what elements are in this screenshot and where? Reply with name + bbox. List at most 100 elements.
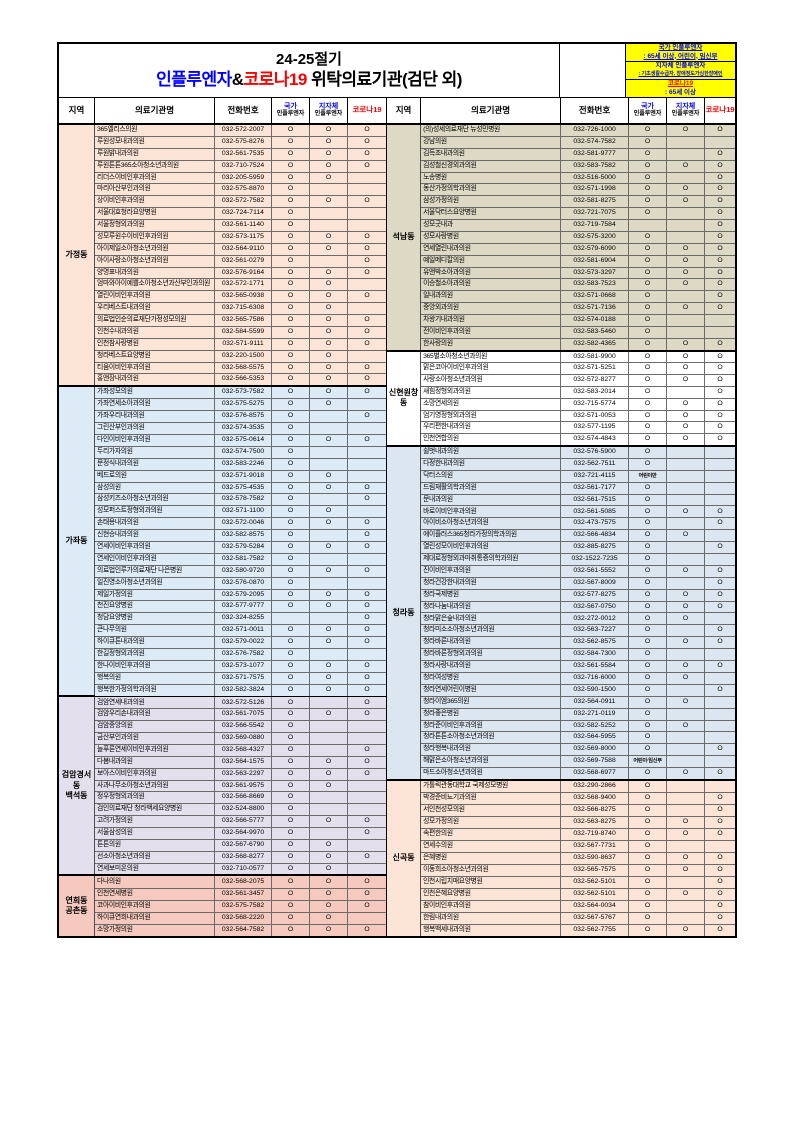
institution-name-cell: 소망연세의원 (421, 398, 562, 410)
local-flu-cell: O (310, 565, 348, 577)
national-flu-cell: O (629, 661, 668, 672)
local-flu-cell: O (310, 148, 348, 160)
phone-number-cell: 032-577-1195 (561, 422, 630, 434)
local-flu-cell: O (310, 816, 348, 827)
national-flu-cell: O (629, 924, 668, 936)
national-flu-cell: O (272, 565, 310, 577)
institution-name-cell: 드림재활의학과의원 (421, 482, 562, 494)
phone-number-cell: 032-561-7075 (215, 709, 272, 721)
covid19-cell: O (717, 209, 723, 217)
phone-number-cell: 032-582-5252 (561, 720, 630, 732)
national-flu-cell: O (272, 458, 310, 470)
national-flu-cell (272, 613, 310, 625)
institution-name-cell: 청담요양병원 (95, 613, 215, 625)
local-flu-cell: O (310, 601, 348, 613)
national-flu-cell: O (629, 196, 668, 208)
column-header-local-flu: 지자체 인플루엔자 (667, 98, 706, 123)
table-row: 이승철소아과의원 032-583-7523 O O O (421, 279, 735, 292)
phone-number-cell: 032-573-1175 (215, 231, 272, 243)
local-flu-cell: O (667, 637, 706, 649)
table-row: 큰나무의원 032-571-0011 O O O (95, 625, 387, 638)
covid19-cell (348, 208, 386, 219)
local-flu-cell: O (667, 720, 706, 732)
national-flu-cell: O (629, 506, 668, 518)
institution-name-cell: 노송병원 (421, 172, 562, 184)
table-row: 성모퍼스트정형외과의원 032-571-1100 O O (95, 506, 387, 519)
institution-name-cell: 서울닥터스요양병원 (421, 208, 562, 219)
institution-name-cell: 마드소아청소년과의원 (421, 768, 562, 779)
table-row: 가좌성모의원 032-573-7582 O O O (95, 387, 387, 400)
national-flu-cell: O (629, 279, 668, 291)
local-flu-cell: O (310, 315, 348, 326)
region-label: 석남동 (387, 125, 422, 350)
covid19-cell: O (717, 376, 723, 384)
table-row: 365엘리스의원 032-572-2007 O O O (95, 125, 387, 137)
table-row: 티움이비인후과의원 032-568-5575 O O O (95, 362, 387, 375)
title-band: 24-25절기 인플루엔자&코로나19 위탁의료기관(검단 외) 국가 인플루엔… (57, 42, 737, 98)
table-row: (의)성세의료재단 뉴성민병원 032-726-1000 O O O (421, 125, 735, 137)
table-row: 예일메디칼의원 032-581-6904 O O O (421, 255, 735, 268)
institution-name-cell: 마리아산부인과의원 (95, 184, 215, 196)
local-flu-cell: O (667, 410, 706, 422)
phone-number-cell: 032-573-1077 (215, 660, 272, 672)
local-flu-cell (667, 387, 706, 398)
institution-name-cell: 은혜병원 (421, 852, 562, 864)
phone-number-cell: 032-566-8669 (215, 792, 272, 804)
covid19-cell (705, 483, 735, 494)
phone-number-cell: 032-567-6790 (215, 839, 272, 851)
phone-number-cell: 032-290-2866 (561, 780, 630, 792)
phone-number-cell: 032-567-5767 (561, 912, 630, 924)
local-flu-cell: O (310, 326, 348, 338)
phone-number-cell: 032-572-0046 (215, 518, 272, 530)
legend-line: : 65세 이상, 어린이, 임신부 (626, 53, 735, 62)
national-flu-cell: O (629, 530, 668, 542)
covid19-cell: O (364, 137, 370, 145)
table-row: 아이제일소아청소년과의원 032-564-9110 O O O (95, 243, 387, 256)
institution-name-cell: 삼성키즈소아청소년과의원 (95, 494, 215, 506)
local-flu-cell (310, 733, 348, 744)
institution-name-cell: 하이큐연희내과의원 (95, 912, 215, 924)
table-row: 김득조내과의원 032-581-9777 O O (421, 148, 735, 161)
national-flu-cell: O (272, 756, 310, 768)
local-flu-cell: O (667, 375, 706, 386)
table-row: 하이큐연희내과의원 032-568-2220 O O (95, 912, 387, 925)
region-group: 신현원창동 365별소아청소년과의원 032-581-9900 O O O 맑은코아이비인후… (387, 351, 735, 448)
table-row: 인천은혜요양병원 032-562-5101 O O O (421, 888, 735, 901)
institution-name-cell: 한사랑의원 (421, 338, 562, 350)
national-flu-cell: O (272, 792, 310, 804)
institution-name-cell: 청라행복내과의원 (421, 744, 562, 756)
phone-number-cell: 032-566-5777 (215, 816, 272, 827)
phone-number-cell: 032-575-8276 (215, 136, 272, 148)
phone-number-cell: 032-715-5774 (561, 398, 630, 410)
table-row: 한나이비인후과의원 032-573-1077 O O O (95, 660, 387, 673)
covid19-cell: O (717, 602, 723, 610)
table-row: 진이비인후과의원 032-561-5552 O O O (421, 565, 735, 578)
local-flu-cell: O (310, 267, 348, 279)
covid19-cell: O (717, 244, 723, 252)
national-flu-cell: O (629, 542, 668, 554)
table-row: 두리가자의원 032-574-7500 O (95, 446, 387, 459)
table-row: 다나의원 032-568-2075 O O O (95, 876, 387, 889)
column-header-institution: 의료기관명 (95, 98, 215, 123)
national-flu-cell: O (272, 589, 310, 601)
national-flu-cell: O (272, 326, 310, 338)
covid19-cell: O (717, 818, 723, 826)
covid19-cell: O (364, 126, 370, 134)
national-flu-cell: O (629, 160, 668, 172)
local-flu-cell (667, 708, 706, 720)
covid19-cell: O (717, 519, 723, 527)
institution-name-cell: 우리베스트내과의원 (95, 303, 215, 314)
column-header-region: 지역 (387, 98, 422, 123)
national-flu-cell: O (272, 530, 310, 541)
phone-number-cell: 032-571-7575 (215, 672, 272, 684)
covid19-cell: O (717, 507, 723, 515)
local-flu-cell: O (667, 924, 706, 936)
covid19-cell (348, 721, 386, 732)
phone-number-cell: 032-524-8800 (215, 804, 272, 816)
national-flu-cell: O (272, 721, 310, 733)
national-flu-cell: O (629, 888, 668, 900)
covid19-cell: O (717, 339, 723, 347)
table-row: 닥터스의원 032-721-4115 어린이만 (421, 470, 735, 483)
institution-name-cell: 코아이비인후과의원 (95, 900, 215, 912)
region-group: 신곡동 가톨릭관동대학교 국제성모병원 032-290-2866 O 박경준비뇨기과의원… (387, 780, 735, 936)
